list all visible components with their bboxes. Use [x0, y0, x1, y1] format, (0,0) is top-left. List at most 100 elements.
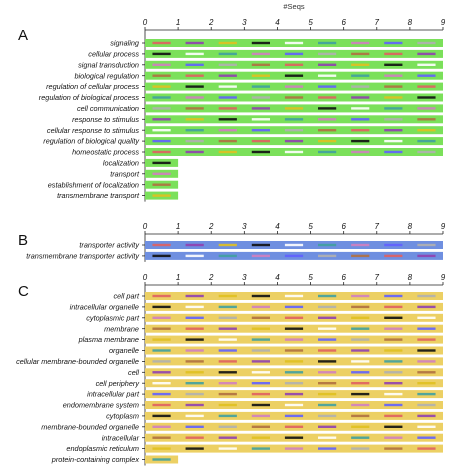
x-tick-label: 8: [408, 18, 413, 27]
bar-segment: [284, 360, 304, 363]
bar-segment: [284, 118, 304, 121]
bar-segment: [351, 436, 370, 439]
bar-segment: [384, 150, 403, 154]
bar-segment: [185, 305, 204, 309]
bar-segment: [417, 243, 436, 247]
category-label: regulation of biological process: [39, 93, 140, 102]
bar-segment: [417, 305, 436, 309]
bar-segment: [185, 447, 204, 450]
bar-segment: [318, 338, 337, 341]
panel-label: A: [18, 27, 28, 44]
bar-segment: [251, 63, 270, 66]
bar-segment: [251, 139, 270, 143]
x-tick-label: 6: [341, 273, 346, 282]
bar-segment: [284, 316, 304, 319]
bar-segment: [218, 129, 237, 132]
bar-segment: [417, 382, 436, 385]
bar-segment: [417, 85, 436, 88]
x-tick-label: 2: [208, 18, 214, 27]
category-label: cytoplasm: [106, 412, 139, 421]
category-label: homeostatic process: [72, 148, 139, 157]
bar-segment: [417, 403, 436, 407]
bar-segment: [284, 447, 304, 450]
bar-segment: [284, 129, 304, 132]
bar-segment: [318, 382, 337, 385]
bar-segment: [351, 96, 370, 99]
bar-segment: [218, 447, 237, 450]
bar-segment: [318, 360, 337, 363]
bar-segment: [384, 63, 403, 66]
bar-segment: [417, 139, 436, 143]
bar-segment: [318, 425, 337, 428]
bar-segment: [351, 349, 370, 352]
bar-segment: [152, 118, 171, 121]
bar-segment: [218, 436, 237, 439]
bar-segment: [218, 243, 237, 247]
x-tick-label: 9: [441, 273, 446, 282]
bar-segment: [417, 74, 436, 77]
x-tick-label: 4: [275, 222, 280, 231]
bar-segment: [251, 129, 270, 132]
bar-segment: [384, 338, 403, 341]
category-label: endoplasmic reticulum: [66, 444, 139, 453]
bar-segment: [251, 74, 270, 77]
bar-segment: [251, 327, 270, 330]
x-tick-label: 0: [143, 222, 148, 231]
bar-segment: [351, 63, 370, 66]
x-tick-label: 5: [308, 273, 313, 282]
bar-segment: [284, 74, 304, 77]
x-tick-label: 6: [341, 18, 346, 27]
bar-segment: [152, 360, 171, 363]
category-label: cellular response to stimulus: [47, 126, 139, 135]
bar-segment: [284, 425, 304, 428]
bar-segment: [251, 338, 270, 341]
bar-segment: [384, 294, 403, 298]
category-label: response to stimulus: [72, 115, 139, 124]
bar-segment: [152, 327, 171, 330]
bar-segment: [251, 41, 270, 45]
bar-segment: [318, 52, 337, 56]
bar-segment: [351, 371, 370, 374]
bar-segment: [185, 403, 204, 407]
bar-segment: [218, 52, 237, 56]
bar-segment: [185, 41, 204, 45]
x-tick-label: 6: [341, 222, 346, 231]
bar-segment: [218, 107, 237, 110]
bar-segment: [284, 349, 304, 352]
bar-segment: [185, 139, 204, 143]
bar-segment: [152, 96, 171, 99]
bar-segment: [185, 327, 204, 330]
bar-segment: [284, 327, 304, 330]
bar-segment: [384, 327, 403, 330]
bar-segment: [318, 403, 337, 407]
bar-segment: [218, 150, 237, 154]
bar-segment: [251, 371, 270, 374]
x-tick-label: 7: [375, 18, 380, 27]
category-label: transmembrane transport: [57, 191, 140, 200]
bar-segment: [218, 414, 237, 418]
bar-segment: [218, 139, 237, 143]
bar-segment: [284, 85, 304, 88]
bar-segment: [351, 294, 370, 298]
x-tick-label: 3: [242, 222, 247, 231]
category-label: biological regulation: [75, 71, 140, 80]
bar-segment: [218, 74, 237, 77]
bar-segment: [152, 85, 171, 88]
x-tick-label: 7: [375, 273, 380, 282]
bar-segment: [152, 403, 171, 407]
bar-segment: [251, 107, 270, 110]
x-tick-label: 8: [408, 273, 413, 282]
bar-segment: [152, 139, 171, 143]
bar-segment: [152, 243, 171, 247]
category-label: signal transduction: [78, 60, 139, 69]
bar-segment: [284, 150, 304, 154]
category-label: transporter activity: [79, 241, 140, 250]
bar-segment: [218, 63, 237, 66]
bar-segment: [384, 403, 403, 407]
bar-segment: [185, 392, 204, 396]
bar-segment: [185, 414, 204, 418]
bar-segment: [417, 41, 436, 45]
bar-segment: [384, 305, 403, 309]
bar-segment: [351, 305, 370, 309]
bar-segment: [251, 52, 270, 56]
